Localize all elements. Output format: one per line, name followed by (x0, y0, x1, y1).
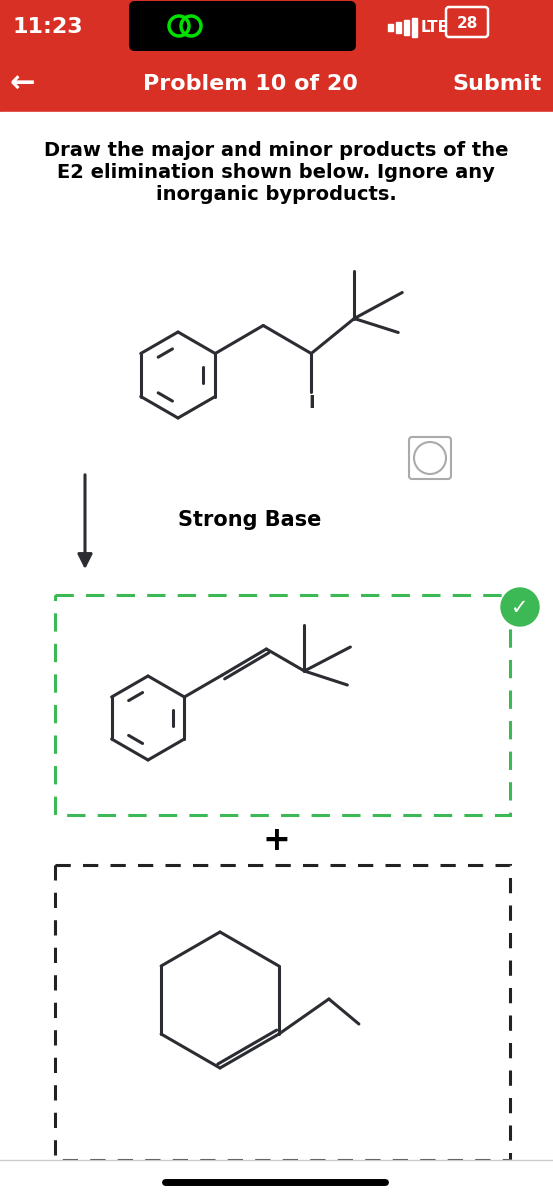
Text: 11:23: 11:23 (13, 17, 84, 37)
FancyBboxPatch shape (55, 595, 510, 815)
Circle shape (501, 588, 539, 626)
Text: Problem 10 of 20: Problem 10 of 20 (143, 74, 357, 94)
FancyBboxPatch shape (129, 1, 356, 50)
Bar (412, 18, 417, 36)
Text: ✓: ✓ (512, 598, 529, 618)
Bar (388, 24, 393, 30)
Text: LTE: LTE (421, 19, 449, 35)
Text: E2 elimination shown below. Ignore any: E2 elimination shown below. Ignore any (57, 162, 495, 181)
Bar (396, 22, 401, 32)
Bar (0, 1160, 553, 1200)
Bar (0, 55, 553, 112)
Text: I: I (308, 395, 315, 413)
Text: Submit: Submit (452, 74, 541, 94)
Text: 28: 28 (456, 16, 478, 30)
Bar (0, 0, 553, 55)
Text: +: + (262, 823, 290, 857)
Text: inorganic byproducts.: inorganic byproducts. (155, 185, 397, 204)
Text: Strong Base: Strong Base (178, 510, 322, 530)
Bar (404, 19, 409, 35)
Text: ←: ← (9, 70, 35, 98)
Text: Draw the major and minor products of the: Draw the major and minor products of the (44, 140, 508, 160)
FancyBboxPatch shape (55, 865, 510, 1160)
FancyBboxPatch shape (446, 7, 488, 37)
